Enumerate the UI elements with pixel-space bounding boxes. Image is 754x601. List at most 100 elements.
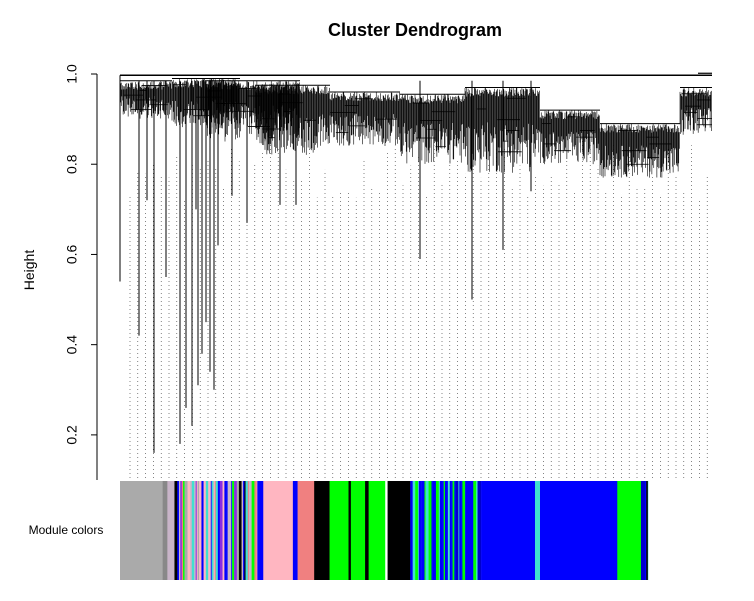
module-color-segment	[245, 481, 248, 580]
module-color-segment	[177, 481, 180, 580]
module-color-segment	[178, 481, 181, 580]
module-color-segment	[431, 481, 433, 580]
module-color-segment	[452, 481, 455, 580]
module-color-segment	[180, 481, 182, 580]
module-color-segment	[181, 481, 184, 580]
module-color-segment	[183, 481, 185, 580]
module-color-segment	[459, 481, 462, 580]
module-color-segment	[191, 481, 195, 580]
module-color-segment	[208, 481, 211, 580]
module-color-segment	[314, 481, 330, 580]
module-color-segment	[162, 481, 168, 580]
module-color-segment	[421, 481, 425, 580]
module-color-segment	[385, 481, 388, 580]
module-color-segment	[470, 481, 474, 580]
module-color-segment	[476, 481, 478, 580]
module-color-segment	[433, 481, 436, 580]
module-color-segment	[174, 481, 178, 580]
module-color-segment	[466, 481, 469, 580]
dendrogram-tree	[119, 72, 712, 478]
module-color-segment	[234, 481, 238, 580]
module-color-segment	[201, 481, 204, 580]
module-color-segment	[219, 481, 223, 580]
module-color-segment	[462, 481, 466, 580]
module-color-segment	[461, 481, 463, 580]
module-color-segment	[167, 481, 175, 580]
y-tick-label: 0.6	[64, 245, 80, 265]
module-color-segment	[190, 481, 193, 580]
y-tick-label: 0.8	[64, 154, 80, 174]
module-color-segment	[439, 481, 443, 580]
module-color-segment	[535, 481, 540, 580]
module-color-segment	[247, 481, 250, 580]
module-color-segment	[465, 481, 467, 580]
module-color-segment	[120, 481, 163, 580]
module-color-segment	[229, 481, 232, 580]
module-color-segment	[368, 481, 386, 580]
module-color-segment	[458, 481, 460, 580]
module-color-segment	[451, 481, 453, 580]
module-color-segment	[194, 481, 196, 580]
module-color-segment	[226, 481, 228, 580]
module-color-segment	[243, 481, 245, 580]
module-color-segment	[447, 481, 450, 580]
module-color-segment	[617, 481, 642, 580]
module-color-segment	[438, 481, 441, 580]
y-tick-label: 0.2	[64, 425, 80, 445]
module-color-segment	[224, 481, 227, 580]
module-color-segment	[387, 481, 411, 580]
module-colors-label: Module colors	[29, 523, 104, 537]
y-tick-label: 0.4	[64, 335, 80, 355]
module-color-bar	[120, 481, 649, 580]
module-color-segment	[415, 481, 419, 580]
module-color-segment	[199, 481, 202, 580]
module-color-segment	[432, 481, 435, 580]
module-color-segment	[644, 481, 647, 580]
module-color-segment	[473, 481, 477, 580]
module-color-segment	[348, 481, 352, 580]
module-color-segment	[425, 481, 429, 580]
module-color-segment	[434, 481, 437, 580]
module-color-segment	[443, 481, 446, 580]
module-color-segment	[257, 481, 264, 580]
module-color-segment	[449, 481, 452, 580]
y-axis: 0.2 0.4 0.6 0.8 1.0	[64, 64, 98, 480]
module-color-segment	[481, 481, 618, 580]
module-color-segment	[236, 481, 240, 580]
module-color-segment	[244, 481, 246, 580]
module-color-segment	[442, 481, 444, 580]
module-color-segment	[641, 481, 644, 580]
module-color-segment	[263, 481, 294, 580]
module-color-segment	[480, 481, 482, 580]
module-color-segment	[640, 481, 643, 580]
module-color-segment	[477, 481, 481, 580]
module-color-segment	[222, 481, 225, 580]
module-color-segment	[251, 481, 255, 580]
module-color-segment	[203, 481, 207, 580]
module-color-segment	[646, 481, 649, 580]
module-color-segment	[232, 481, 235, 580]
module-color-segment	[187, 481, 191, 580]
module-color-segment	[435, 481, 439, 580]
module-color-segment	[248, 481, 252, 580]
module-color-segment	[217, 481, 221, 580]
module-color-segment	[197, 481, 200, 580]
module-color-segment	[418, 481, 422, 580]
module-color-segment	[231, 481, 233, 580]
module-color-segment	[196, 481, 198, 580]
module-color-segment	[211, 481, 214, 580]
module-color-segment	[350, 481, 366, 580]
module-color-segment	[254, 481, 257, 580]
module-color-segment	[256, 481, 258, 580]
module-color-segment	[184, 481, 188, 580]
module-color-segment	[238, 481, 242, 580]
module-color-segment	[195, 481, 197, 580]
module-color-segment	[205, 481, 209, 580]
module-color-segment	[468, 481, 472, 580]
module-color-segment	[411, 481, 413, 580]
y-axis-label: Height	[21, 250, 37, 291]
module-color-segment	[424, 481, 426, 580]
module-color-segment	[412, 481, 416, 580]
module-color-segment	[365, 481, 369, 580]
